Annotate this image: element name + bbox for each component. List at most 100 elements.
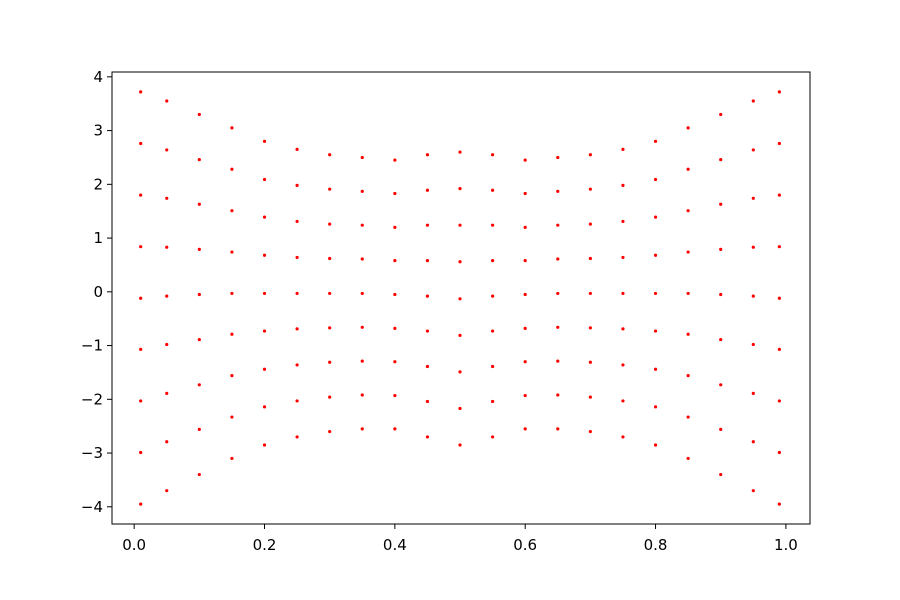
- point: [458, 223, 462, 227]
- point: [262, 215, 267, 219]
- point: [491, 399, 495, 404]
- point: [295, 147, 299, 151]
- point: [458, 406, 462, 411]
- point: [653, 367, 658, 371]
- point: [230, 167, 234, 171]
- point: [458, 333, 462, 337]
- point: [425, 153, 430, 157]
- point: [425, 188, 430, 192]
- point: [328, 153, 332, 157]
- point: [751, 391, 755, 395]
- point: [719, 383, 723, 387]
- point: [777, 399, 781, 403]
- x-tick-label: 0.8: [644, 536, 668, 554]
- point: [393, 158, 397, 162]
- point: [139, 502, 143, 506]
- point: [751, 148, 755, 152]
- point: [556, 155, 560, 160]
- point: [197, 158, 201, 162]
- point: [556, 393, 560, 397]
- point: [393, 326, 397, 330]
- point: [588, 326, 592, 330]
- point: [653, 139, 658, 143]
- point: [328, 291, 332, 296]
- y-tick-label: −2: [81, 390, 103, 408]
- point: [295, 399, 299, 403]
- point: [719, 112, 723, 117]
- point: [360, 359, 364, 363]
- point: [393, 259, 397, 263]
- point: [719, 472, 723, 477]
- point: [139, 450, 143, 455]
- point: [360, 223, 364, 227]
- point: [719, 338, 723, 342]
- point: [556, 427, 560, 431]
- point: [686, 291, 690, 296]
- y-tick-label: −3: [81, 444, 103, 462]
- point: [719, 292, 723, 297]
- point: [777, 245, 781, 249]
- point: [262, 405, 267, 409]
- point: [588, 256, 592, 261]
- point: [139, 141, 143, 146]
- point: [393, 292, 397, 297]
- point: [458, 297, 462, 301]
- y-tick-label: 2: [93, 175, 103, 193]
- point: [686, 209, 690, 213]
- y-tick-label: −4: [81, 498, 103, 516]
- point: [751, 440, 755, 444]
- point: [491, 329, 495, 333]
- point: [588, 291, 592, 296]
- point: [262, 367, 267, 371]
- point: [360, 155, 364, 160]
- point: [777, 347, 781, 351]
- point: [360, 393, 364, 397]
- point: [777, 450, 781, 455]
- point: [523, 393, 527, 398]
- point: [165, 342, 169, 347]
- point: [491, 435, 495, 439]
- point: [777, 296, 781, 300]
- point: [295, 363, 299, 367]
- point: [393, 360, 397, 364]
- point: [621, 219, 625, 224]
- point: [230, 250, 234, 254]
- point: [197, 292, 201, 297]
- point: [523, 158, 527, 162]
- point: [491, 259, 495, 263]
- point: [653, 443, 658, 447]
- point: [425, 329, 430, 333]
- point: [719, 158, 723, 162]
- point: [777, 90, 781, 94]
- plot-frame: [111, 71, 811, 525]
- point: [425, 223, 430, 227]
- point: [230, 291, 234, 296]
- point: [523, 326, 527, 330]
- point: [262, 329, 267, 333]
- point: [653, 253, 658, 257]
- point: [197, 383, 201, 387]
- point: [556, 359, 560, 363]
- point: [523, 360, 527, 364]
- point: [328, 395, 332, 399]
- y-tick-label: 4: [93, 68, 103, 86]
- point: [588, 187, 592, 191]
- point: [425, 435, 430, 439]
- point: [328, 360, 332, 364]
- x-tick-label: 0.4: [383, 536, 407, 554]
- point: [165, 99, 169, 103]
- point: [653, 291, 658, 296]
- point: [686, 332, 690, 336]
- point: [491, 223, 495, 227]
- point: [621, 183, 625, 188]
- point: [295, 291, 299, 296]
- point: [139, 296, 143, 300]
- point: [556, 291, 560, 296]
- point: [165, 489, 169, 493]
- point: [751, 99, 755, 103]
- point: [165, 148, 169, 152]
- point: [425, 294, 430, 298]
- point: [197, 112, 201, 117]
- point: [621, 291, 625, 296]
- point: [139, 193, 143, 197]
